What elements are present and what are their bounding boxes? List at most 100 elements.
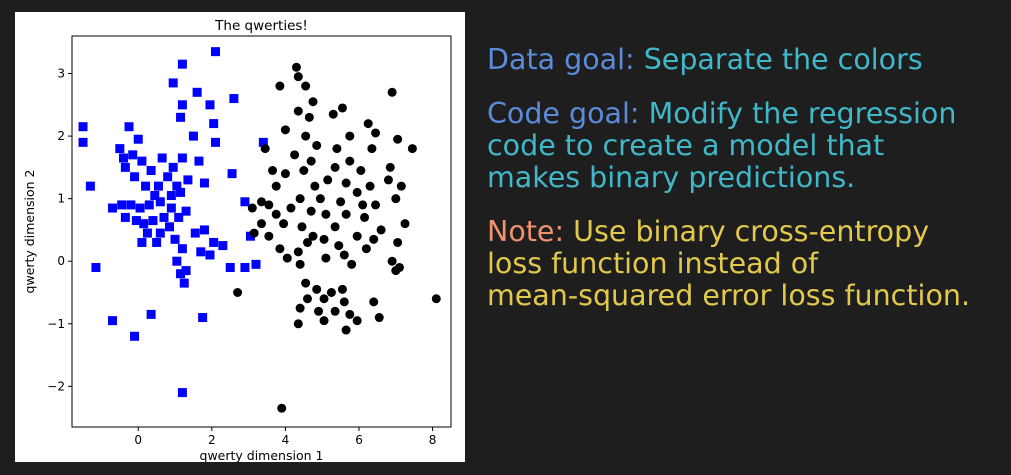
circle-point: [233, 287, 243, 297]
square-point: [176, 112, 186, 122]
circle-point: [295, 194, 305, 204]
square-point: [183, 175, 193, 185]
square-point: [192, 87, 202, 97]
square-point: [85, 181, 95, 191]
square-point: [133, 134, 143, 144]
circle-point: [257, 197, 266, 207]
square-point: [139, 219, 149, 229]
circle-point: [352, 316, 362, 326]
circle-point: [330, 306, 340, 316]
circle-point: [264, 200, 274, 210]
data-goal-note: Data goal: Separate the colors: [487, 44, 1007, 76]
circle-point: [371, 128, 381, 138]
circle-point: [310, 181, 320, 191]
square-point: [205, 100, 215, 110]
circle-point: [371, 200, 381, 210]
chart-title: The qwerties!: [214, 18, 308, 34]
circle-point: [341, 325, 351, 335]
square-point: [150, 191, 160, 201]
circle-point: [339, 250, 349, 260]
circle-point: [330, 222, 340, 232]
circle-point: [374, 313, 384, 323]
square-point: [240, 262, 250, 272]
x-tick-label: 4: [282, 433, 290, 447]
square-point: [141, 181, 151, 191]
circle-point: [345, 131, 355, 141]
square-point: [148, 216, 158, 226]
square-point: [78, 122, 88, 132]
square-point: [157, 153, 167, 163]
square-point: [152, 237, 162, 247]
circle-point: [247, 203, 257, 213]
square-point: [107, 316, 117, 326]
code-goal-line-1: Code goal: Modify the regression: [487, 98, 1007, 130]
circle-point: [286, 203, 296, 213]
square-point: [172, 256, 182, 266]
circle-point: [391, 194, 401, 204]
circle-point: [301, 131, 311, 141]
square-point: [159, 212, 169, 222]
square-point: [229, 94, 239, 104]
circle-point: [396, 181, 406, 191]
y-tick-label: 0: [57, 254, 65, 268]
circle-point: [301, 81, 311, 91]
square-point: [130, 331, 140, 341]
square-point: [124, 122, 134, 132]
square-point: [209, 119, 219, 129]
square-point: [142, 228, 152, 238]
circle-point: [321, 253, 331, 263]
x-tick-label: 0: [134, 433, 142, 447]
circle-point: [360, 212, 370, 222]
square-point: [176, 269, 186, 279]
square-point: [166, 191, 176, 201]
square-point: [137, 237, 147, 247]
square-point: [199, 178, 209, 188]
square-point: [131, 216, 141, 226]
circle-point: [312, 284, 322, 294]
square-point: [199, 225, 209, 235]
square-point: [177, 100, 187, 110]
circle-point: [332, 144, 342, 154]
circle-point: [260, 144, 270, 154]
square-point: [181, 266, 191, 276]
circle-point: [319, 234, 329, 244]
circle-point: [341, 209, 351, 219]
circle-point: [383, 175, 393, 185]
circle-point: [376, 225, 386, 235]
y-tick-label: 1: [57, 192, 65, 206]
square-point: [181, 206, 191, 216]
square-point: [128, 150, 138, 160]
square-point: [209, 237, 219, 247]
square-point: [190, 228, 200, 238]
circle-point: [323, 175, 333, 185]
circle-point: [321, 209, 331, 219]
circle-point: [291, 62, 301, 72]
circle-point: [369, 297, 379, 307]
square-point: [211, 47, 221, 57]
circle-point: [363, 119, 373, 129]
square-point: [107, 203, 117, 213]
circle-point: [301, 278, 311, 288]
square-point: [126, 200, 136, 210]
square-point: [119, 153, 129, 163]
circle-point: [431, 294, 441, 304]
circle-point: [268, 166, 278, 176]
x-tick-label: 8: [429, 433, 437, 447]
square-point: [194, 156, 204, 166]
code-goal-note: Code goal: Modify the regression code to…: [487, 98, 1007, 194]
circle-point: [334, 241, 344, 251]
circle-point: [290, 150, 300, 160]
circle-point: [315, 194, 325, 204]
circle-point: [385, 162, 395, 172]
circle-point: [365, 181, 375, 191]
square-point: [166, 203, 176, 213]
circle-point: [358, 200, 368, 210]
scatter-chart: 0 2 4 6 8 −2 −1 0 1 2 3 The qwerties! qwerty dimensi…: [22, 18, 452, 462]
y-axis-label: qwerty dimension 2: [22, 170, 37, 294]
circle-point: [297, 222, 307, 232]
x-axis-label: qwerty dimension 1: [200, 448, 324, 462]
square-point: [146, 309, 156, 319]
square-point: [137, 156, 147, 166]
circle-point: [319, 316, 329, 326]
circle-point: [275, 81, 285, 91]
